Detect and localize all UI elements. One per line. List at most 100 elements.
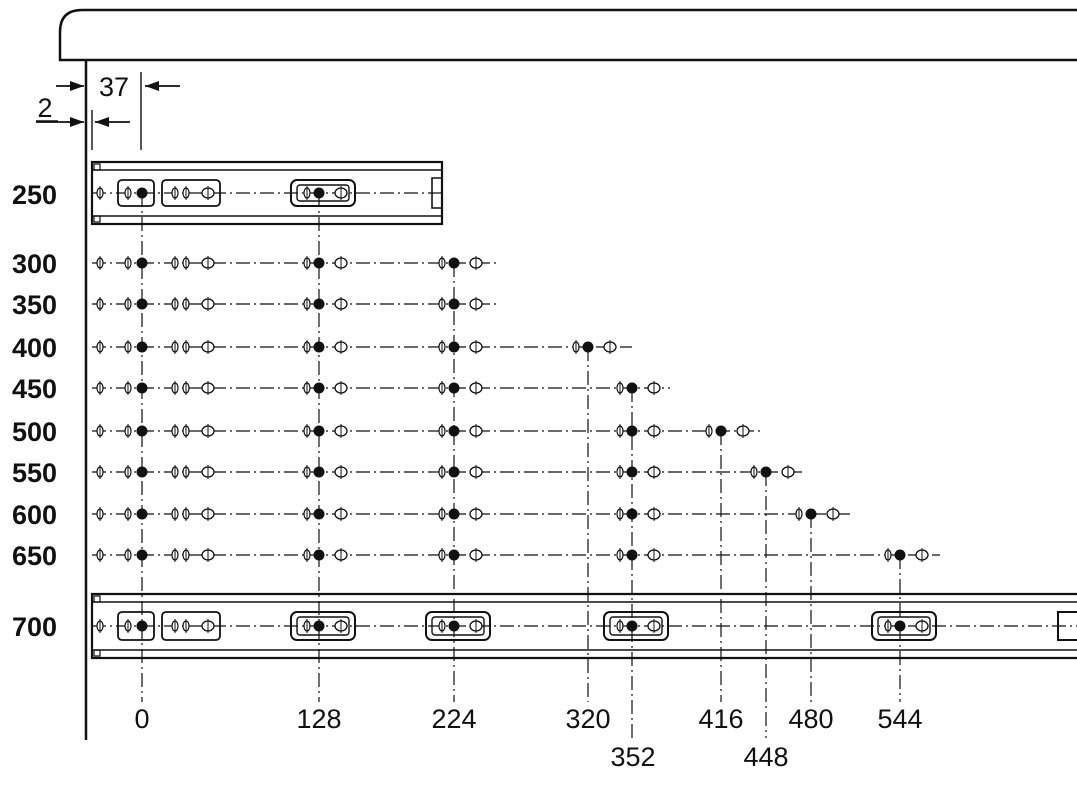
hole-row-350: [92, 297, 497, 311]
row-label-600: 600: [12, 500, 57, 530]
pre-hole-500-0: [124, 424, 132, 438]
pre-hole-400-224: [438, 340, 446, 354]
oval-hole-700-0: [201, 619, 215, 633]
edge-hole-500: [96, 424, 104, 438]
mount-hole-650-352: [626, 549, 638, 561]
aux-hole-b-700: [182, 619, 190, 633]
position-label-480: 480: [788, 704, 833, 734]
mount-hole-350-224: [448, 298, 460, 310]
pre-hole-250-128: [303, 186, 311, 200]
mount-hole-450-224: [448, 382, 460, 394]
oval-hole-300-0: [201, 256, 215, 270]
hole-row-300: [92, 256, 497, 270]
pre-hole-450-0: [124, 381, 132, 395]
position-label-544: 544: [877, 704, 922, 734]
row-label-550: 550: [12, 458, 57, 488]
aux-hole-b-400: [182, 340, 190, 354]
mount-hole-700-224: [448, 620, 460, 632]
oval-hole-500-0: [201, 424, 215, 438]
position-label-352: 352: [610, 742, 655, 772]
hole-row-700: [92, 619, 1077, 633]
aux-hole-a-650: [171, 548, 179, 562]
pre-hole-650-128: [303, 548, 311, 562]
mount-hole-500-0: [136, 425, 148, 437]
mount-hole-450-0: [136, 382, 148, 394]
aux-hole-b-550: [182, 465, 190, 479]
aux-hole-b-600: [182, 507, 190, 521]
aux-hole-b-250: [182, 186, 190, 200]
aux-hole-a-600: [171, 507, 179, 521]
mount-hole-650-128: [313, 549, 325, 561]
mount-hole-600-224: [448, 508, 460, 520]
pre-hole-700-352: [616, 619, 624, 633]
edge-hole-600: [96, 507, 104, 521]
oval-hole-700-128: [334, 619, 348, 633]
pre-hole-600-480: [795, 507, 803, 521]
cabinet-top-panel: [58, 8, 1077, 62]
mount-hole-500-128: [313, 425, 325, 437]
oval-hole-500-352: [647, 424, 661, 438]
oval-hole-250-128: [334, 186, 348, 200]
aux-hole-a-700: [171, 619, 179, 633]
pre-hole-650-0: [124, 548, 132, 562]
oval-hole-300-224: [469, 256, 483, 270]
pre-hole-650-224: [438, 548, 446, 562]
pre-hole-600-352: [616, 507, 624, 521]
mount-hole-500-416: [715, 425, 727, 437]
oval-hole-600-352: [647, 507, 661, 521]
row-labels: 250 300 350 400 450 500 550 600 650 700: [12, 180, 57, 642]
mount-hole-450-128: [313, 382, 325, 394]
edge-hole-450: [96, 381, 104, 395]
oval-hole-600-480: [826, 507, 840, 521]
oval-hole-550-448: [781, 465, 795, 479]
pre-hole-500-128: [303, 424, 311, 438]
edge-hole-350: [96, 297, 104, 311]
aux-hole-a-250: [171, 186, 179, 200]
aux-hole-a-350: [171, 297, 179, 311]
pre-hole-400-128: [303, 340, 311, 354]
row-label-250: 250: [12, 180, 57, 210]
hole-row-500: [92, 424, 762, 438]
hole-row-650: [92, 548, 940, 562]
pre-hole-400-320: [572, 340, 580, 354]
pre-hole-700-224: [438, 619, 446, 633]
dimension-37: 37: [56, 72, 180, 150]
pre-hole-700-544: [884, 619, 892, 633]
oval-hole-450-128: [334, 381, 348, 395]
oval-hole-400-128: [334, 340, 348, 354]
edge-hole-400: [96, 340, 104, 354]
row-label-300: 300: [12, 249, 57, 279]
oval-hole-650-128: [334, 548, 348, 562]
oval-hole-600-128: [334, 507, 348, 521]
mount-hole-650-224: [448, 549, 460, 561]
pre-hole-600-224: [438, 507, 446, 521]
pre-hole-700-128: [303, 619, 311, 633]
mount-hole-700-0: [136, 620, 148, 632]
pre-hole-350-224: [438, 297, 446, 311]
mount-hole-450-352: [626, 382, 638, 394]
mount-hole-550-352: [626, 466, 638, 478]
mount-hole-400-224: [448, 341, 460, 353]
mount-hole-350-128: [313, 298, 325, 310]
hole-row-250: [92, 186, 442, 200]
pre-hole-550-352: [616, 465, 624, 479]
aux-hole-b-300: [182, 256, 190, 270]
oval-hole-500-416: [736, 424, 750, 438]
edge-hole-550: [96, 465, 104, 479]
pre-hole-550-448: [750, 465, 758, 479]
pre-hole-450-128: [303, 381, 311, 395]
mount-hole-500-224: [448, 425, 460, 437]
pre-hole-350-128: [303, 297, 311, 311]
mount-hole-550-448: [760, 466, 772, 478]
pre-hole-450-352: [616, 381, 624, 395]
pre-hole-350-0: [124, 297, 132, 311]
row-label-650: 650: [12, 541, 57, 571]
mount-hole-350-0: [136, 298, 148, 310]
pre-hole-650-352: [616, 548, 624, 562]
position-guide-lines: [141, 193, 901, 738]
oval-hole-600-0: [201, 507, 215, 521]
position-label-224: 224: [431, 704, 476, 734]
edge-hole-650: [96, 548, 104, 562]
row-label-700: 700: [12, 612, 57, 642]
